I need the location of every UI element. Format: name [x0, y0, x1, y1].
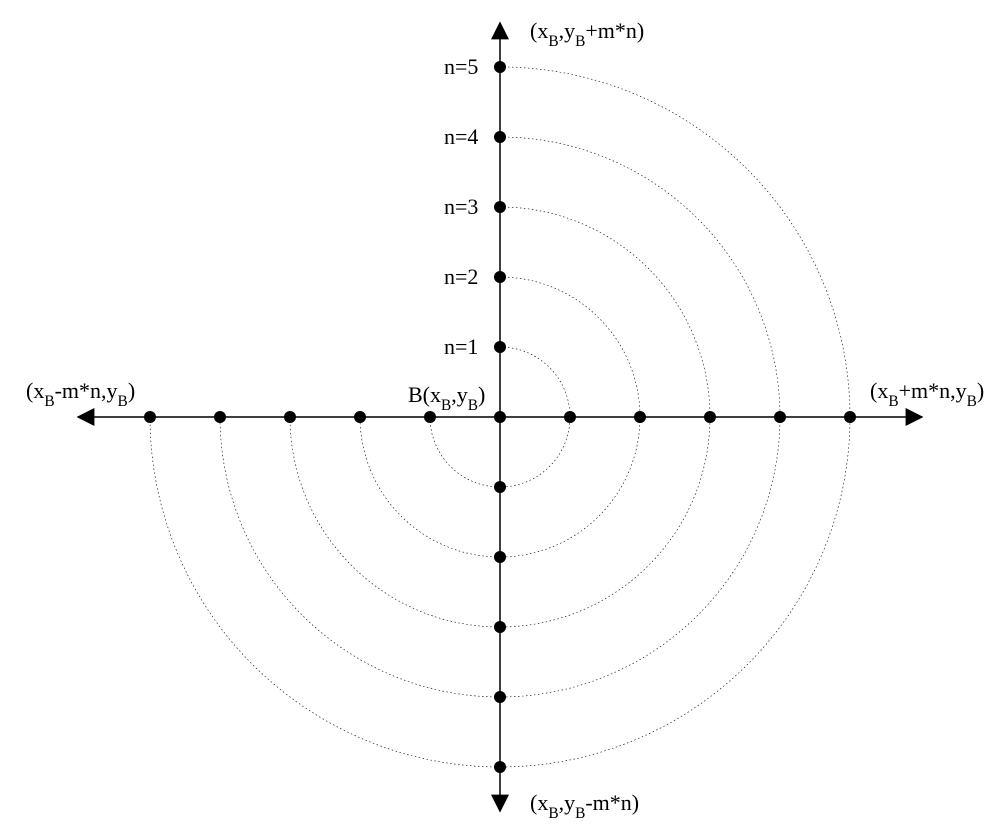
point-ypos-n2: [494, 271, 506, 283]
point-xneg-n4: [214, 411, 226, 423]
point-ypos-n1: [494, 341, 506, 353]
point-ypos-n5: [494, 61, 506, 73]
point-xneg-n2: [354, 411, 366, 423]
diagram-svg: [0, 0, 1000, 833]
point-xpos-n3: [704, 411, 716, 423]
point-xpos-n4: [774, 411, 786, 423]
label-n5: n=5: [444, 54, 478, 80]
point-ypos-n3: [494, 201, 506, 213]
label-top-axis: (xB,yB+m*n): [530, 18, 644, 48]
label-origin: B(xB,yB): [408, 382, 485, 412]
point-yneg-n1: [494, 481, 506, 493]
point-xpos-n2: [634, 411, 646, 423]
label-bottom-axis: (xB,yB-m*n): [530, 790, 639, 820]
point-origin: [494, 411, 506, 423]
point-xneg-n5: [144, 411, 156, 423]
diagram-container: (xB,yB+m*n) (xB,yB-m*n) (xB+m*n,yB) (xB-…: [0, 0, 1000, 833]
label-right-axis: (xB+m*n,yB): [870, 378, 984, 408]
point-ypos-n4: [494, 131, 506, 143]
point-yneg-n4: [494, 691, 506, 703]
label-n1: n=1: [444, 334, 478, 360]
point-xneg-n3: [284, 411, 296, 423]
label-left-axis: (xB-m*n,yB): [26, 378, 135, 408]
point-xpos-n1: [564, 411, 576, 423]
label-n2: n=2: [444, 264, 478, 290]
point-xpos-n5: [844, 411, 856, 423]
point-yneg-n3: [494, 621, 506, 633]
point-yneg-n2: [494, 551, 506, 563]
point-xneg-n1: [424, 411, 436, 423]
label-n4: n=4: [444, 124, 478, 150]
label-n3: n=3: [444, 194, 478, 220]
point-yneg-n5: [494, 761, 506, 773]
